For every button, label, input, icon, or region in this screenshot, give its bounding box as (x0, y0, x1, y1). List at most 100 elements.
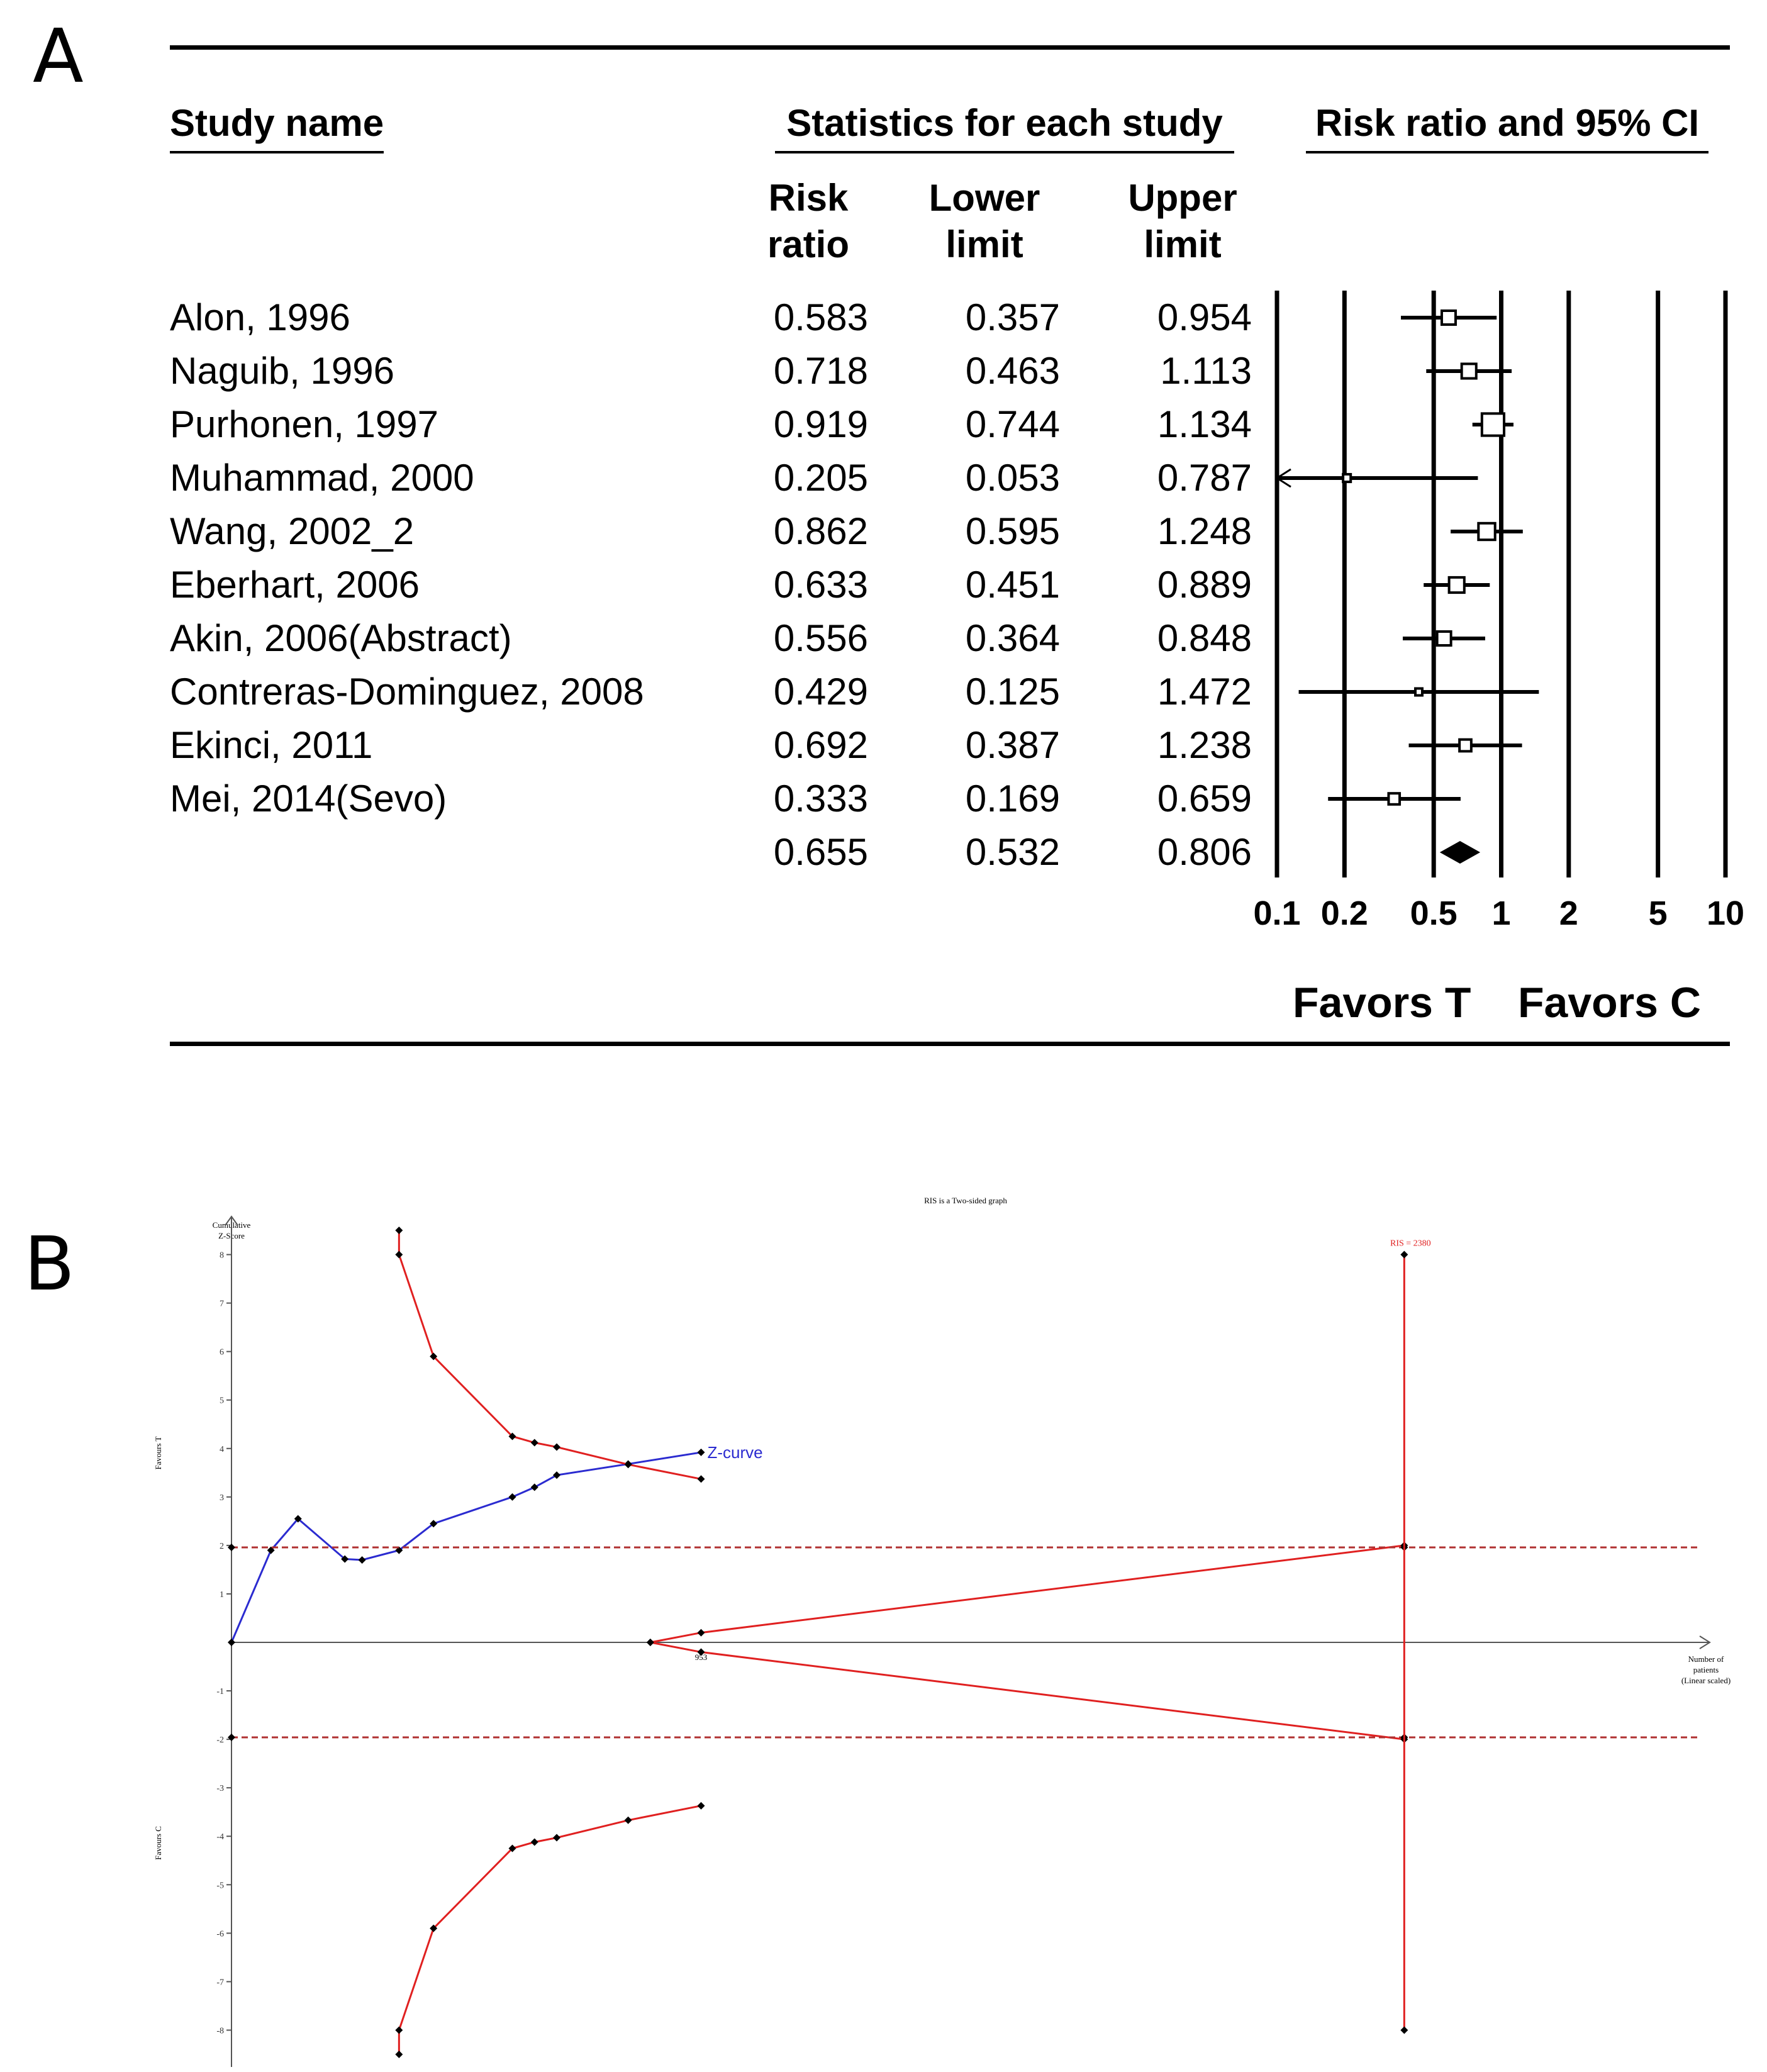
data-point (530, 1439, 538, 1447)
risk-ratio-value: 0.633 (773, 564, 868, 606)
panel-a-label: A (33, 13, 84, 99)
data-point (267, 1546, 275, 1554)
lower-limit-value: 0.595 (965, 510, 1060, 552)
lower-limit-value: 0.364 (965, 617, 1060, 659)
risk-ratio-value: 0.333 (773, 777, 868, 820)
data-point (697, 1629, 705, 1637)
upper-limit-column-header: Upper limit (1128, 177, 1237, 265)
tsa-favours-c-label: Favours C (153, 1826, 163, 1860)
upper-limit-value: 1.248 (1157, 510, 1252, 552)
point-estimate-marker (1387, 792, 1402, 806)
tsa-y-tick-label: -4 (216, 1832, 224, 1842)
point-estimate-marker (1435, 630, 1452, 647)
data-point (697, 1475, 705, 1483)
data-point (646, 1639, 654, 1646)
favors-c-label: Favors C (1518, 979, 1701, 1027)
tsa-y-tick-label: -7 (216, 1978, 224, 1987)
study-name: Alon, 1996 (170, 296, 350, 338)
point-estimate-marker (1480, 412, 1506, 437)
top-rule (170, 45, 1730, 50)
upper-limit-value: 0.954 (1157, 296, 1252, 338)
data-point (341, 1555, 349, 1563)
lower-futility-line (650, 1641, 1405, 1741)
upper-limit-value: 1.134 (1157, 403, 1252, 445)
data-point (697, 1648, 705, 1656)
lower-boundary-line (398, 1805, 701, 2054)
study-name: Contreras-Dominguez, 2008 (170, 671, 644, 713)
x-tick-label-953: 953 (695, 1652, 708, 1662)
lower-limit-column-header: Lower limit (928, 177, 1040, 265)
lower-limit-value: 0.169 (965, 777, 1060, 820)
study-name: Eberhart, 2006 (170, 564, 420, 606)
tsa-y-tick-label: 8 (220, 1251, 224, 1261)
tsa-y-tick-label: 1 (220, 1590, 224, 1600)
tsa-x-axis-arrow (1699, 1635, 1711, 1649)
upper-limit-value: 0.848 (1157, 617, 1252, 659)
study-name: Wang, 2002_2 (170, 510, 415, 552)
tsa-y-tick-label: 4 (220, 1445, 224, 1454)
tsa-y-tick-label: -2 (216, 1735, 224, 1745)
lower-limit-value: 0.451 (965, 564, 1060, 606)
forest-axis-tick-label: 2 (1559, 894, 1578, 932)
tsa-y-axis-arrow (225, 1215, 238, 1226)
tsa-favours-t-label: Favours T (153, 1437, 163, 1470)
data-point (294, 1515, 302, 1523)
study-name: Muhammad, 2000 (170, 457, 474, 499)
data-point (430, 1352, 438, 1361)
upper-limit-value: 1.238 (1157, 724, 1252, 766)
forest-axis-tick-label: 0.2 (1320, 894, 1368, 932)
boundary-point (228, 1734, 235, 1742)
tsa-x-axis-title-line2: patients (1693, 1665, 1719, 1674)
lower-limit-value: 0.744 (965, 403, 1060, 445)
forest-plot (1274, 291, 1728, 877)
upper-limit-value: 0.787 (1157, 457, 1252, 499)
tsa-y-tick-label: -8 (216, 2026, 224, 2036)
data-point (624, 1816, 632, 1824)
risk-ratio-value: 0.718 (773, 350, 868, 392)
study-name: Mei, 2014(Sevo) (170, 777, 447, 820)
data-point (395, 1227, 403, 1234)
tsa-y-tick-label: -6 (216, 1929, 224, 1939)
upper-limit-value: 1.113 (1160, 350, 1252, 392)
tsa-y-tick-label: -1 (216, 1687, 224, 1696)
upper-limit-value: 1.472 (1157, 671, 1252, 713)
data-point (430, 1924, 438, 1932)
data-point (508, 1844, 516, 1852)
study-name: Purhonen, 1997 (170, 403, 439, 445)
risk-ratio-value: 0.556 (773, 617, 868, 659)
tsa-chart: RIS is a Two-sided graph Cumulative Z-Sc… (153, 1196, 1731, 2067)
forest-axis-tick-label: 1 (1491, 894, 1511, 932)
study-name: Naguib, 1996 (170, 350, 394, 392)
study-name: Ekinci, 2011 (170, 724, 373, 766)
data-point (553, 1443, 560, 1451)
point-estimate-marker (1342, 472, 1352, 484)
tsa-title: RIS is a Two-sided graph (924, 1196, 1007, 1205)
forest-axis-tick-label: 0.1 (1253, 894, 1301, 932)
favors-t-label: Favors T (1293, 979, 1471, 1027)
data-point (395, 2051, 403, 2058)
risk-ratio-value: 0.429 (773, 671, 868, 713)
data-point (395, 1250, 403, 1259)
ris-endpoint (1400, 1250, 1408, 1259)
data-point (530, 1483, 538, 1491)
data-point (395, 1546, 403, 1554)
lower-limit-value: 0.357 (965, 296, 1060, 338)
statistics-header: Statistics for each study (775, 104, 1234, 153)
risk-ratio-value: 0.583 (773, 296, 868, 338)
point-estimate-marker (1440, 309, 1457, 326)
risk-ratio-value: 0.205 (773, 457, 868, 499)
risk-ratio-value: 0.919 (773, 403, 868, 445)
lower-limit-value: 0.053 (965, 457, 1060, 499)
tsa-y-tick-label: -5 (216, 1881, 224, 1890)
forest-axis-tick-label: 0.5 (1410, 894, 1458, 932)
pooled-upper-limit-value: 0.806 (1157, 831, 1252, 873)
point-estimate-marker (1477, 521, 1497, 542)
boundary-point (228, 1543, 235, 1551)
lower-limit-value: 0.387 (965, 724, 1060, 766)
point-estimate-marker (1460, 362, 1478, 380)
upper-limit-value: 0.889 (1157, 564, 1252, 606)
data-point (553, 1834, 560, 1842)
upper-boundary-line (398, 1230, 701, 1480)
pooled-diamond (1439, 841, 1481, 864)
ris-endpoint (1400, 2026, 1408, 2034)
